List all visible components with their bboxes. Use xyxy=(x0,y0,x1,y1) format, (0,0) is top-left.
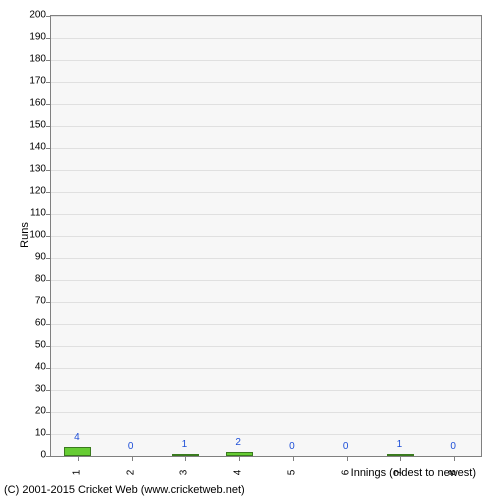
gridline xyxy=(51,236,481,237)
bar-value-label: 0 xyxy=(289,441,295,452)
ytick-mark xyxy=(46,302,51,303)
ytick-label: 190 xyxy=(16,32,46,43)
gridline xyxy=(51,302,481,303)
gridline xyxy=(51,324,481,325)
ytick-label: 100 xyxy=(16,230,46,241)
ytick-mark xyxy=(46,148,51,149)
bar-value-label: 4 xyxy=(74,432,80,443)
ytick-mark xyxy=(46,60,51,61)
ytick-label: 20 xyxy=(16,406,46,417)
copyright-text: (C) 2001-2015 Cricket Web (www.cricketwe… xyxy=(4,484,245,496)
ytick-mark xyxy=(46,456,51,457)
xtick-label: 2 xyxy=(125,470,136,476)
gridline xyxy=(51,148,481,149)
gridline xyxy=(51,214,481,215)
ytick-label: 130 xyxy=(16,164,46,175)
chart-container: Runs Innings (oldest to newest) (C) 2001… xyxy=(0,0,500,500)
ytick-label: 160 xyxy=(16,98,46,109)
ytick-label: 170 xyxy=(16,76,46,87)
ytick-label: 0 xyxy=(16,450,46,461)
chart-plot-area xyxy=(50,15,482,457)
ytick-mark xyxy=(46,16,51,17)
xtick-label: 5 xyxy=(286,470,297,476)
gridline xyxy=(51,368,481,369)
ytick-mark xyxy=(46,126,51,127)
ytick-mark xyxy=(46,104,51,105)
ytick-label: 90 xyxy=(16,252,46,263)
ytick-label: 80 xyxy=(16,274,46,285)
gridline xyxy=(51,16,481,17)
bar-value-label: 0 xyxy=(450,441,456,452)
ytick-mark xyxy=(46,412,51,413)
bar-value-label: 1 xyxy=(397,439,403,450)
ytick-label: 70 xyxy=(16,296,46,307)
xtick-mark xyxy=(132,456,133,461)
gridline xyxy=(51,170,481,171)
ytick-mark xyxy=(46,434,51,435)
xtick-label: 7 xyxy=(394,470,405,476)
xtick-label: 6 xyxy=(340,470,351,476)
ytick-mark xyxy=(46,214,51,215)
ytick-label: 40 xyxy=(16,362,46,373)
ytick-mark xyxy=(46,258,51,259)
ytick-mark xyxy=(46,280,51,281)
gridline xyxy=(51,126,481,127)
gridline xyxy=(51,434,481,435)
ytick-label: 110 xyxy=(16,208,46,219)
ytick-label: 140 xyxy=(16,142,46,153)
xtick-label: 1 xyxy=(71,470,82,476)
ytick-mark xyxy=(46,82,51,83)
ytick-mark xyxy=(46,390,51,391)
ytick-label: 200 xyxy=(16,10,46,21)
ytick-label: 30 xyxy=(16,384,46,395)
gridline xyxy=(51,258,481,259)
gridline xyxy=(51,346,481,347)
ytick-label: 120 xyxy=(16,186,46,197)
ytick-mark xyxy=(46,170,51,171)
ytick-mark xyxy=(46,236,51,237)
xtick-label: 4 xyxy=(233,470,244,476)
ytick-mark xyxy=(46,324,51,325)
xtick-mark xyxy=(400,456,401,461)
xtick-mark xyxy=(78,456,79,461)
ytick-mark xyxy=(46,38,51,39)
ytick-mark xyxy=(46,346,51,347)
bar-value-label: 2 xyxy=(235,437,241,448)
xtick-label: 8 xyxy=(448,470,459,476)
ytick-label: 150 xyxy=(16,120,46,131)
ytick-mark xyxy=(46,192,51,193)
gridline xyxy=(51,82,481,83)
ytick-label: 180 xyxy=(16,54,46,65)
xtick-mark xyxy=(293,456,294,461)
ytick-mark xyxy=(46,368,51,369)
ytick-label: 60 xyxy=(16,318,46,329)
xtick-mark xyxy=(454,456,455,461)
ytick-label: 10 xyxy=(16,428,46,439)
bar xyxy=(64,447,91,456)
bar-value-label: 0 xyxy=(343,441,349,452)
gridline xyxy=(51,390,481,391)
xtick-mark xyxy=(347,456,348,461)
gridline xyxy=(51,412,481,413)
gridline xyxy=(51,38,481,39)
gridline xyxy=(51,60,481,61)
xtick-mark xyxy=(239,456,240,461)
bar-value-label: 0 xyxy=(128,441,134,452)
gridline xyxy=(51,192,481,193)
xtick-mark xyxy=(185,456,186,461)
bar-value-label: 1 xyxy=(182,439,188,450)
gridline xyxy=(51,104,481,105)
gridline xyxy=(51,280,481,281)
xtick-label: 3 xyxy=(179,470,190,476)
ytick-label: 50 xyxy=(16,340,46,351)
